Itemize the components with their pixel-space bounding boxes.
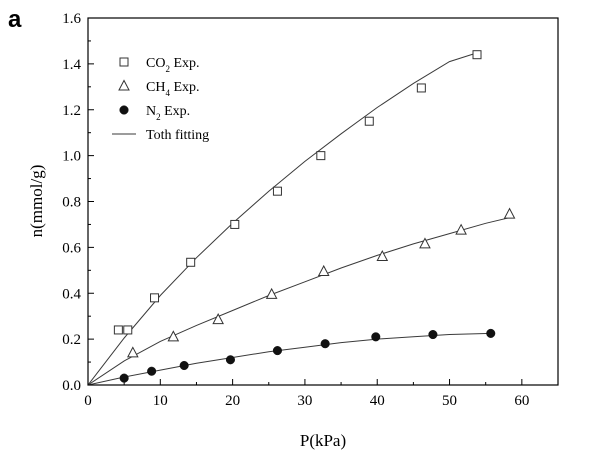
data-point (419, 237, 431, 249)
data-point (455, 223, 467, 235)
data-point (416, 83, 426, 93)
fit-line (87, 51, 479, 386)
data-point (320, 339, 330, 349)
y-tick-label: 1.2 (62, 103, 81, 119)
legend-entry: N2 Exp. (146, 104, 190, 122)
x-axis-label: P(kPa) (300, 431, 346, 450)
legend-marker (119, 105, 129, 115)
data-point (167, 330, 180, 342)
data-point (316, 151, 326, 161)
x-tick-label: 50 (442, 393, 457, 409)
fit-line (87, 332, 491, 386)
legend-entry: CO2 Exp. (146, 56, 200, 74)
data-point (186, 257, 196, 267)
x-tick-label: 30 (297, 393, 312, 409)
data-point (371, 332, 381, 342)
x-axis: 0 10 20 30 40 50 60 (84, 379, 529, 409)
data-point (364, 116, 374, 126)
y-tick-label: 1.4 (62, 57, 81, 73)
legend-entry: CH4 Exp. (146, 80, 200, 98)
data-point (472, 50, 482, 60)
data-point (486, 328, 496, 338)
data-point (150, 293, 160, 303)
y-tick-label: 1.6 (62, 11, 81, 27)
legend-marker (119, 57, 129, 67)
y-tick-label: 0.0 (62, 378, 81, 394)
panel-label: a (8, 6, 22, 33)
x-tick-label: 40 (370, 393, 385, 409)
data-point (230, 219, 240, 229)
data-point (119, 373, 129, 383)
data-point (376, 249, 389, 262)
data-markers (113, 50, 516, 383)
x-tick-label: 10 (153, 393, 168, 409)
legend-fit-label: Toth fitting (146, 128, 209, 143)
y-tick-label: 0.4 (62, 286, 81, 302)
data-point (127, 346, 139, 358)
data-point (503, 207, 516, 219)
legend-marker (118, 79, 130, 91)
data-point (179, 360, 189, 371)
legend: CO2 Exp. CH4 Exp. N2 Exp. Toth fitting (112, 56, 209, 143)
data-point (272, 346, 282, 356)
y-axis: 0.0 0.2 0.4 0.6 0.8 1.0 1.2 1.4 1.6 (62, 11, 94, 394)
x-tick-label: 60 (514, 393, 529, 409)
fit-lines (87, 51, 510, 386)
x-tick-label: 20 (225, 393, 240, 409)
y-tick-label: 0.8 (62, 195, 81, 211)
y-axis-label: n(mmol/g) (27, 165, 46, 238)
y-tick-label: 1.0 (62, 149, 81, 165)
y-tick-label: 0.2 (62, 332, 81, 348)
data-point (113, 325, 123, 335)
data-point (265, 287, 278, 299)
data-point (123, 325, 133, 335)
plot-frame (87, 17, 559, 386)
data-point (212, 313, 224, 325)
data-point (147, 366, 157, 376)
data-point (272, 186, 282, 196)
data-point (225, 355, 235, 365)
data-point (317, 264, 330, 276)
data-point (428, 329, 438, 340)
x-tick-label: 0 (84, 393, 92, 409)
fit-line (87, 217, 510, 386)
y-tick-label: 0.6 (62, 240, 81, 256)
